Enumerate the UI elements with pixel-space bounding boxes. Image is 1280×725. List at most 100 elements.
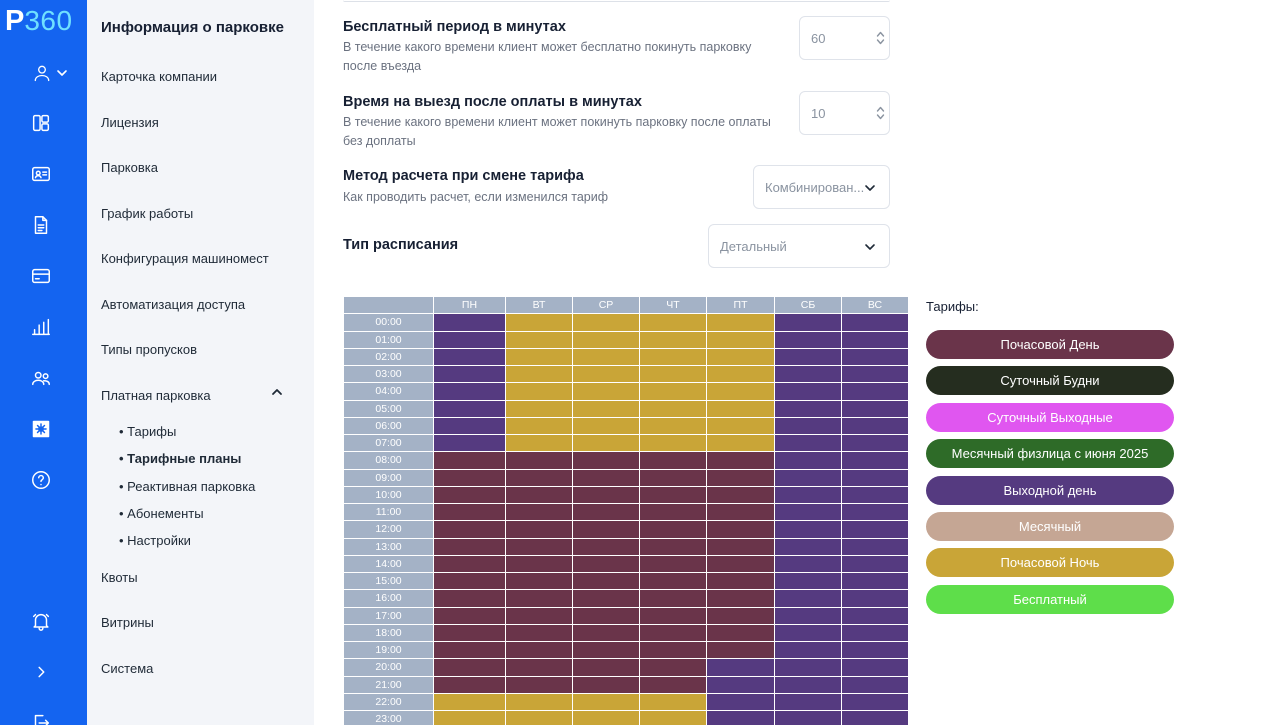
schedule-cell[interactable] [640, 521, 706, 538]
schedule-cell[interactable] [707, 538, 774, 555]
schedule-cell[interactable] [640, 400, 706, 417]
schedule-cell[interactable] [707, 659, 774, 676]
schedule-cell[interactable] [434, 452, 505, 469]
schedule-cell[interactable] [842, 417, 908, 434]
schedule-cell[interactable] [775, 693, 841, 710]
schedule-cell[interactable] [573, 452, 639, 469]
schedule-cell[interactable] [434, 366, 505, 383]
schedule-cell[interactable] [434, 331, 505, 348]
schedule-cell[interactable] [842, 607, 908, 624]
schedule-cell[interactable] [640, 452, 706, 469]
schedule-cell[interactable] [842, 504, 908, 521]
schedule-cell[interactable] [707, 607, 774, 624]
schedule-cell[interactable] [775, 573, 841, 590]
schedule-cell[interactable] [775, 676, 841, 693]
schedule-cell[interactable] [573, 676, 639, 693]
schedule-cell[interactable] [506, 642, 572, 659]
schedule-cell[interactable] [434, 435, 505, 452]
schedule-cell[interactable] [506, 555, 572, 572]
schedule-cell[interactable] [640, 538, 706, 555]
tariff-pill[interactable]: Суточный Будни [926, 366, 1174, 396]
schedule-cell[interactable] [775, 435, 841, 452]
sidebar-item-license[interactable]: Лицензия [101, 115, 159, 130]
schedule-cell[interactable] [573, 400, 639, 417]
schedule-cell[interactable] [842, 624, 908, 641]
schedule-cell[interactable] [707, 573, 774, 590]
settings-button[interactable] [28, 416, 54, 442]
schedule-cell[interactable] [506, 504, 572, 521]
schedule-cell[interactable] [573, 624, 639, 641]
schedule-cell[interactable] [573, 659, 639, 676]
schedule-cell[interactable] [775, 400, 841, 417]
help-button[interactable] [28, 467, 54, 493]
sidebar-subitem-settings[interactable]: • Настройки [119, 533, 191, 548]
stepper-icon[interactable] [876, 30, 885, 46]
schedule-cell[interactable] [842, 521, 908, 538]
schedule-cell[interactable] [506, 659, 572, 676]
schedule-cell[interactable] [640, 383, 706, 400]
schedule-cell[interactable] [842, 659, 908, 676]
schedule-cell[interactable] [640, 607, 706, 624]
schedule-cell[interactable] [775, 538, 841, 555]
user-menu-button[interactable] [30, 60, 70, 86]
schedule-cell[interactable] [775, 417, 841, 434]
schedule-cell[interactable] [842, 469, 908, 486]
schedule-cell[interactable] [573, 555, 639, 572]
schedule-cell[interactable] [506, 521, 572, 538]
schedule-cell[interactable] [775, 642, 841, 659]
sidebar-subitem-reactive-parking[interactable]: • Реактивная парковка [119, 479, 256, 494]
sidebar-item-company-card[interactable]: Карточка компании [101, 69, 218, 84]
schedule-cell[interactable] [775, 383, 841, 400]
tariff-pill[interactable]: Месячный физлица с июня 2025 [926, 439, 1174, 469]
schedule-cell[interactable] [434, 676, 505, 693]
schedule-cell[interactable] [573, 504, 639, 521]
schedule-cell[interactable] [434, 486, 505, 503]
schedule-cell[interactable] [775, 469, 841, 486]
schedule-cell[interactable] [707, 331, 774, 348]
documents-button[interactable] [28, 212, 54, 238]
schedule-cell[interactable] [707, 642, 774, 659]
sidebar-item-spaces-config[interactable]: Конфигурация машиномест [101, 251, 269, 266]
sidebar-item-paid-parking[interactable]: Платная парковка [101, 388, 211, 403]
schedule-cell[interactable] [434, 417, 505, 434]
schedule-cell[interactable] [842, 331, 908, 348]
payments-button[interactable] [28, 263, 54, 289]
schedule-cell[interactable] [775, 452, 841, 469]
schedule-cell[interactable] [640, 693, 706, 710]
schedule-cell[interactable] [573, 486, 639, 503]
schedule-cell[interactable] [842, 486, 908, 503]
schedule-cell[interactable] [434, 504, 505, 521]
schedule-cell[interactable] [842, 348, 908, 365]
schedule-cell[interactable] [707, 486, 774, 503]
schedule-cell[interactable] [842, 366, 908, 383]
sidebar-item-pass-types[interactable]: Типы пропусков [101, 342, 197, 357]
schedule-cell[interactable] [573, 590, 639, 607]
schedule-cell[interactable] [573, 314, 639, 331]
schedule-cell[interactable] [640, 711, 706, 725]
tariff-pill[interactable]: Почасовой Ночь [926, 548, 1174, 578]
schedule-cell[interactable] [842, 573, 908, 590]
schedule-cell[interactable] [640, 624, 706, 641]
schedule-cell[interactable] [434, 538, 505, 555]
schedule-cell[interactable] [573, 331, 639, 348]
schedule-cell[interactable] [707, 400, 774, 417]
schedule-cell[interactable] [434, 400, 505, 417]
dashboard-button[interactable] [28, 110, 54, 136]
schedule-cell[interactable] [707, 366, 774, 383]
schedule-cell[interactable] [707, 469, 774, 486]
schedule-cell[interactable] [434, 659, 505, 676]
schedule-cell[interactable] [707, 314, 774, 331]
id-card-button[interactable] [28, 161, 54, 187]
schedule-cell[interactable] [842, 452, 908, 469]
schedule-cell[interactable] [506, 452, 572, 469]
sidebar-subitem-subscriptions[interactable]: • Абонементы [119, 506, 204, 521]
schedule-cell[interactable] [775, 504, 841, 521]
schedule-cell[interactable] [506, 400, 572, 417]
schedule-cell[interactable] [506, 573, 572, 590]
schedule-cell[interactable] [775, 555, 841, 572]
tariff-pill[interactable]: Почасовой День [926, 330, 1174, 359]
logout-button[interactable] [28, 710, 54, 725]
schedule-cell[interactable] [707, 693, 774, 710]
schedule-cell[interactable] [640, 659, 706, 676]
collapse-paid-parking-button[interactable] [271, 385, 285, 399]
